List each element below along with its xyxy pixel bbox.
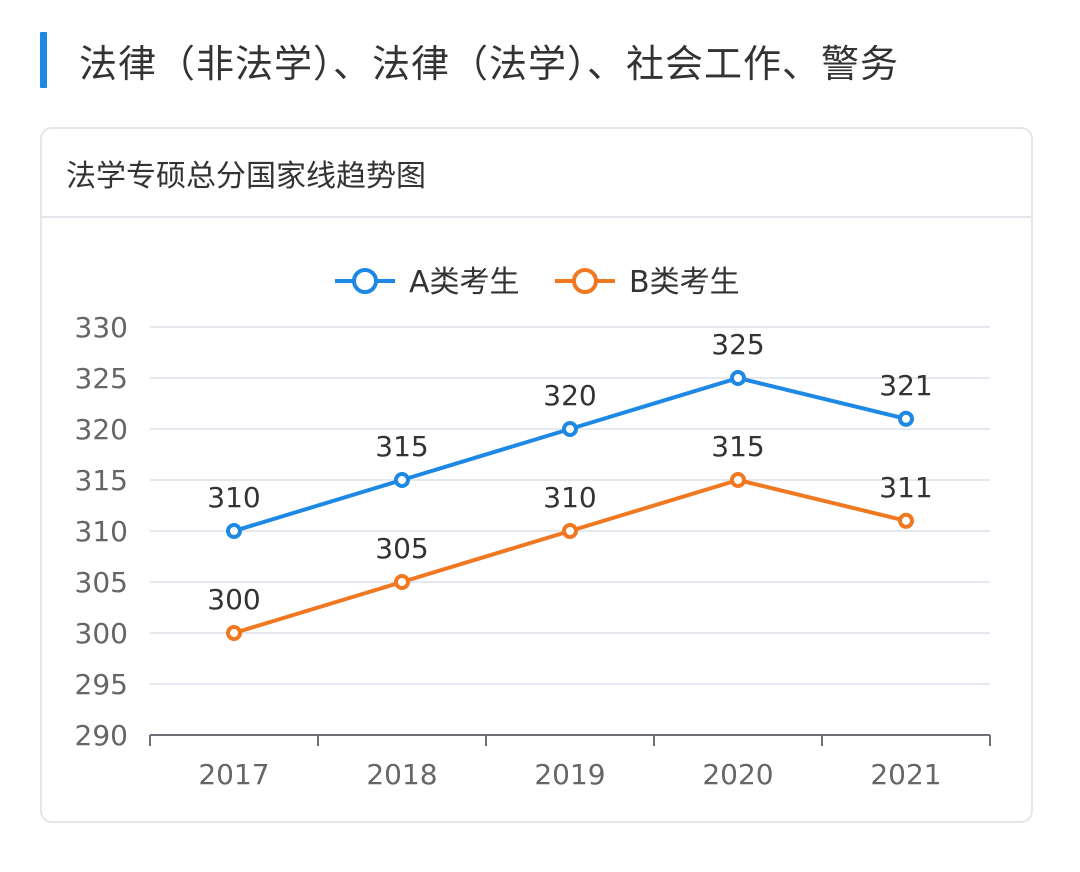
legend-marker — [352, 268, 378, 294]
data-point[interactable] — [730, 370, 746, 386]
data-point[interactable] — [394, 472, 410, 488]
data-label: 310 — [207, 481, 260, 514]
y-tick-label: 295 — [75, 668, 128, 701]
section-title: 法律（非法学）、法律（法学）、社会工作、警务 — [79, 41, 900, 86]
y-tick-label: 290 — [75, 719, 128, 752]
y-tick-label: 315 — [75, 464, 128, 497]
line-chart: 290 295 300 305 310 315 320 325 330 2017 2018 2019 2… — [75, 265, 991, 791]
x-tick-label: 2018 — [366, 758, 437, 791]
section-accent-bar — [40, 32, 47, 88]
y-tick-label: 300 — [75, 617, 128, 650]
legend-item-1[interactable]: B类考生 — [555, 265, 740, 300]
x-tick-label: 2020 — [702, 758, 773, 791]
data-label: 311 — [879, 471, 932, 504]
data-point[interactable] — [226, 523, 242, 539]
axis-layer: 290 295 300 305 310 315 320 325 330 2017 2018 2019 2… — [75, 311, 991, 791]
card-title: 法学专硕总分国家线趋势图 — [66, 158, 426, 194]
data-point[interactable] — [898, 410, 914, 427]
y-tick-label: 325 — [75, 362, 128, 395]
data-label: 305 — [375, 532, 428, 565]
legend-label: B类考生 — [629, 265, 740, 300]
data-point[interactable] — [226, 625, 242, 641]
data-point[interactable] — [898, 512, 914, 529]
x-tick-label: 2021 — [870, 758, 941, 791]
data-label: 325 — [711, 328, 764, 361]
data-label: 300 — [207, 583, 260, 616]
data-point[interactable] — [394, 574, 410, 590]
legend-item-0[interactable]: A类考生 — [335, 265, 520, 300]
y-tick-label: 330 — [75, 311, 128, 344]
data-point[interactable] — [562, 421, 578, 437]
data-point[interactable] — [562, 523, 578, 539]
series-layer — [226, 370, 914, 641]
y-tick-label: 320 — [75, 413, 128, 446]
data-label: 320 — [543, 379, 596, 412]
section-header: 法律（非法学）、法律（法学）、社会工作、警务 — [40, 30, 899, 90]
legend-marker — [572, 268, 598, 294]
card-header: 法学专硕总分国家线趋势图 — [42, 129, 1031, 218]
x-tick-label: 2019 — [534, 758, 605, 791]
x-tick-label: 2017 — [198, 758, 269, 791]
legend[interactable]: A类考生 B类考生 — [335, 265, 740, 300]
y-tick-label: 305 — [75, 566, 128, 599]
chart-card: 法学专硕总分国家线趋势图 290 295 300 305 310 315 320 325 330… — [40, 127, 1033, 823]
data-label: 315 — [711, 430, 764, 463]
data-label: 310 — [543, 481, 596, 514]
data-point[interactable] — [730, 472, 746, 488]
legend-label: A类考生 — [409, 265, 520, 300]
grid-layer — [150, 326, 990, 685]
y-tick-label: 310 — [75, 515, 128, 548]
data-label: 321 — [879, 369, 932, 402]
data-label: 315 — [375, 430, 428, 463]
label-layer: 310 315 320 325 321 300 305 310 315 311 — [207, 328, 932, 616]
